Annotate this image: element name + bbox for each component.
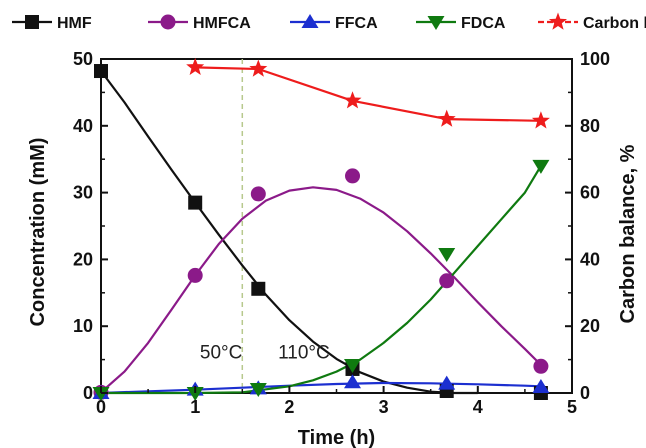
x-tick-label: 5 <box>567 397 577 417</box>
legend-marker-carbon-balance <box>549 12 567 30</box>
legend-label-ffca: FFCA <box>335 15 378 32</box>
data-point-hmf <box>188 195 203 210</box>
y2-axis-title: Carbon balance, % <box>617 144 639 323</box>
y2-tick-label: 80 <box>580 116 600 136</box>
x-tick-label: 0 <box>96 397 106 417</box>
data-point-hmf <box>94 64 108 79</box>
y2-tick-label: 100 <box>580 49 610 69</box>
y2-tick-label: 60 <box>580 183 600 203</box>
data-point-hmf <box>251 281 266 296</box>
annotations: 50°C 110°C <box>200 342 330 363</box>
x-axis-title: Time (h) <box>298 427 375 448</box>
y-tick-label: 50 <box>73 49 93 69</box>
data-point-hmfca <box>345 168 361 184</box>
legend-marker-hmf <box>25 15 39 29</box>
fit-curves <box>100 66 542 395</box>
x-tick-label: 1 <box>190 397 200 417</box>
plot-frame <box>100 58 573 394</box>
temperature-annotation: 50°C <box>200 342 242 363</box>
temperature-annotation: 110°C <box>278 342 330 363</box>
data-markers <box>92 57 550 401</box>
legend-marker-hmfca <box>160 14 176 30</box>
data-point-hmfca <box>439 273 455 289</box>
data-point-hmfca <box>250 186 266 202</box>
data-point-fdca <box>344 358 362 373</box>
legend-marker-ffca <box>301 14 319 28</box>
data-point-carbon-balance <box>437 109 456 127</box>
legend-label-hmf: HMF <box>57 15 92 32</box>
data-point-carbon-balance <box>531 111 550 129</box>
y-tick-label: 20 <box>73 249 93 269</box>
x-tick-label: 3 <box>379 397 389 417</box>
series-line-fdca <box>101 165 542 395</box>
y-tick-label: 40 <box>73 116 93 136</box>
x-tick-label: 2 <box>284 397 294 417</box>
y-axis-title: Concentration (mM) <box>27 138 49 327</box>
data-point-carbon-balance <box>249 59 268 77</box>
y2-axis: 0 20 40 60 80 100 <box>565 49 610 403</box>
data-point-fdca <box>186 387 204 401</box>
series-line-carbon-balance <box>195 66 541 122</box>
data-point-carbon-balance <box>186 57 205 75</box>
data-point-fdca <box>532 159 550 174</box>
data-point-hmfca <box>533 358 549 374</box>
data-point-ffca <box>344 374 362 389</box>
series-line-hmfca <box>100 186 542 394</box>
x-axis: 0 1 2 3 4 5 <box>96 386 577 417</box>
y2-tick-label: 40 <box>580 249 600 269</box>
data-point-hmfca <box>187 267 203 283</box>
x-tick-label: 4 <box>473 397 483 417</box>
series-line-ffca <box>100 381 541 395</box>
data-point-ffca <box>438 375 456 390</box>
y-tick-label: 10 <box>73 316 93 336</box>
legend-label-hmfca: HMFCA <box>193 15 251 32</box>
data-point-carbon-balance <box>343 91 362 109</box>
plot-area <box>92 57 573 401</box>
y2-tick-label: 0 <box>580 383 590 403</box>
y2-tick-label: 20 <box>580 316 600 336</box>
data-point-ffca <box>532 378 550 393</box>
data-point-fdca <box>438 248 456 263</box>
y-tick-label: 30 <box>73 183 93 203</box>
legend-marker-fdca <box>427 16 445 30</box>
series-line-hmf <box>100 70 478 395</box>
legend: HMF HMFCA FFCA FDCA Carbon balance (%) <box>12 12 646 32</box>
y-axis: 0 10 20 30 40 50 <box>73 49 108 403</box>
y-tick-label: 0 <box>83 383 93 403</box>
legend-label-fdca: FDCA <box>461 15 506 32</box>
legend-label-carbon-balance: Carbon balance (%) <box>583 15 646 32</box>
data-point-fdca <box>249 382 267 397</box>
